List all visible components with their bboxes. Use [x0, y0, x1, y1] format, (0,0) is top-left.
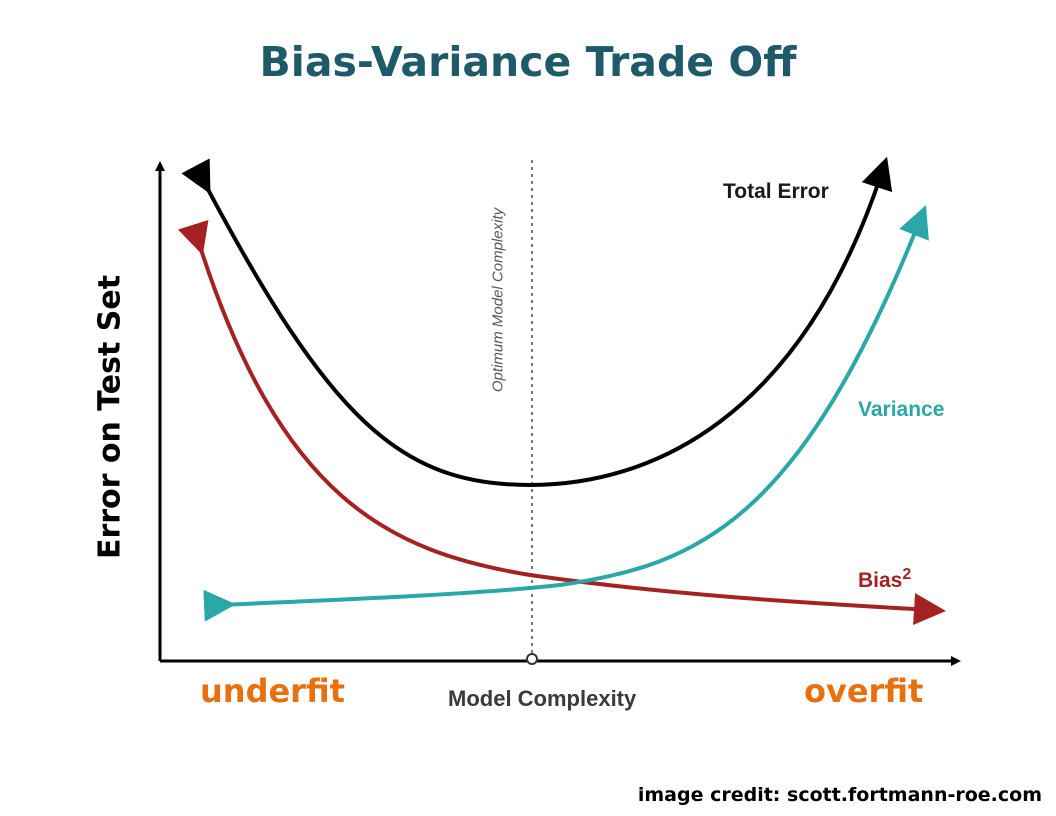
- variance-curve: [203, 205, 929, 622]
- total-error-label: Total Error: [723, 180, 829, 203]
- image-credit: image credit: scott.fortmann-roe.com: [637, 784, 1042, 806]
- overfit-label: overfit: [804, 672, 924, 710]
- bias-curve: [177, 219, 946, 625]
- bias-squared-label: Bias2: [858, 566, 911, 593]
- optimum-model-complexity-label: Optimum Model Complexity: [489, 207, 507, 393]
- x-axis-label: Model Complexity: [448, 686, 637, 711]
- optimum-marker: [526, 653, 538, 665]
- axes: [155, 161, 961, 666]
- underfit-label: underfit: [200, 672, 345, 710]
- bias-label-text: Bias: [858, 569, 903, 592]
- bias-label-exponent: 2: [902, 566, 912, 583]
- variance-label: Variance: [858, 398, 945, 421]
- total-error-curve: [181, 156, 893, 488]
- page-title: Bias-Variance Trade Off: [259, 38, 797, 86]
- y-axis-label: Error on Test Set: [92, 274, 128, 560]
